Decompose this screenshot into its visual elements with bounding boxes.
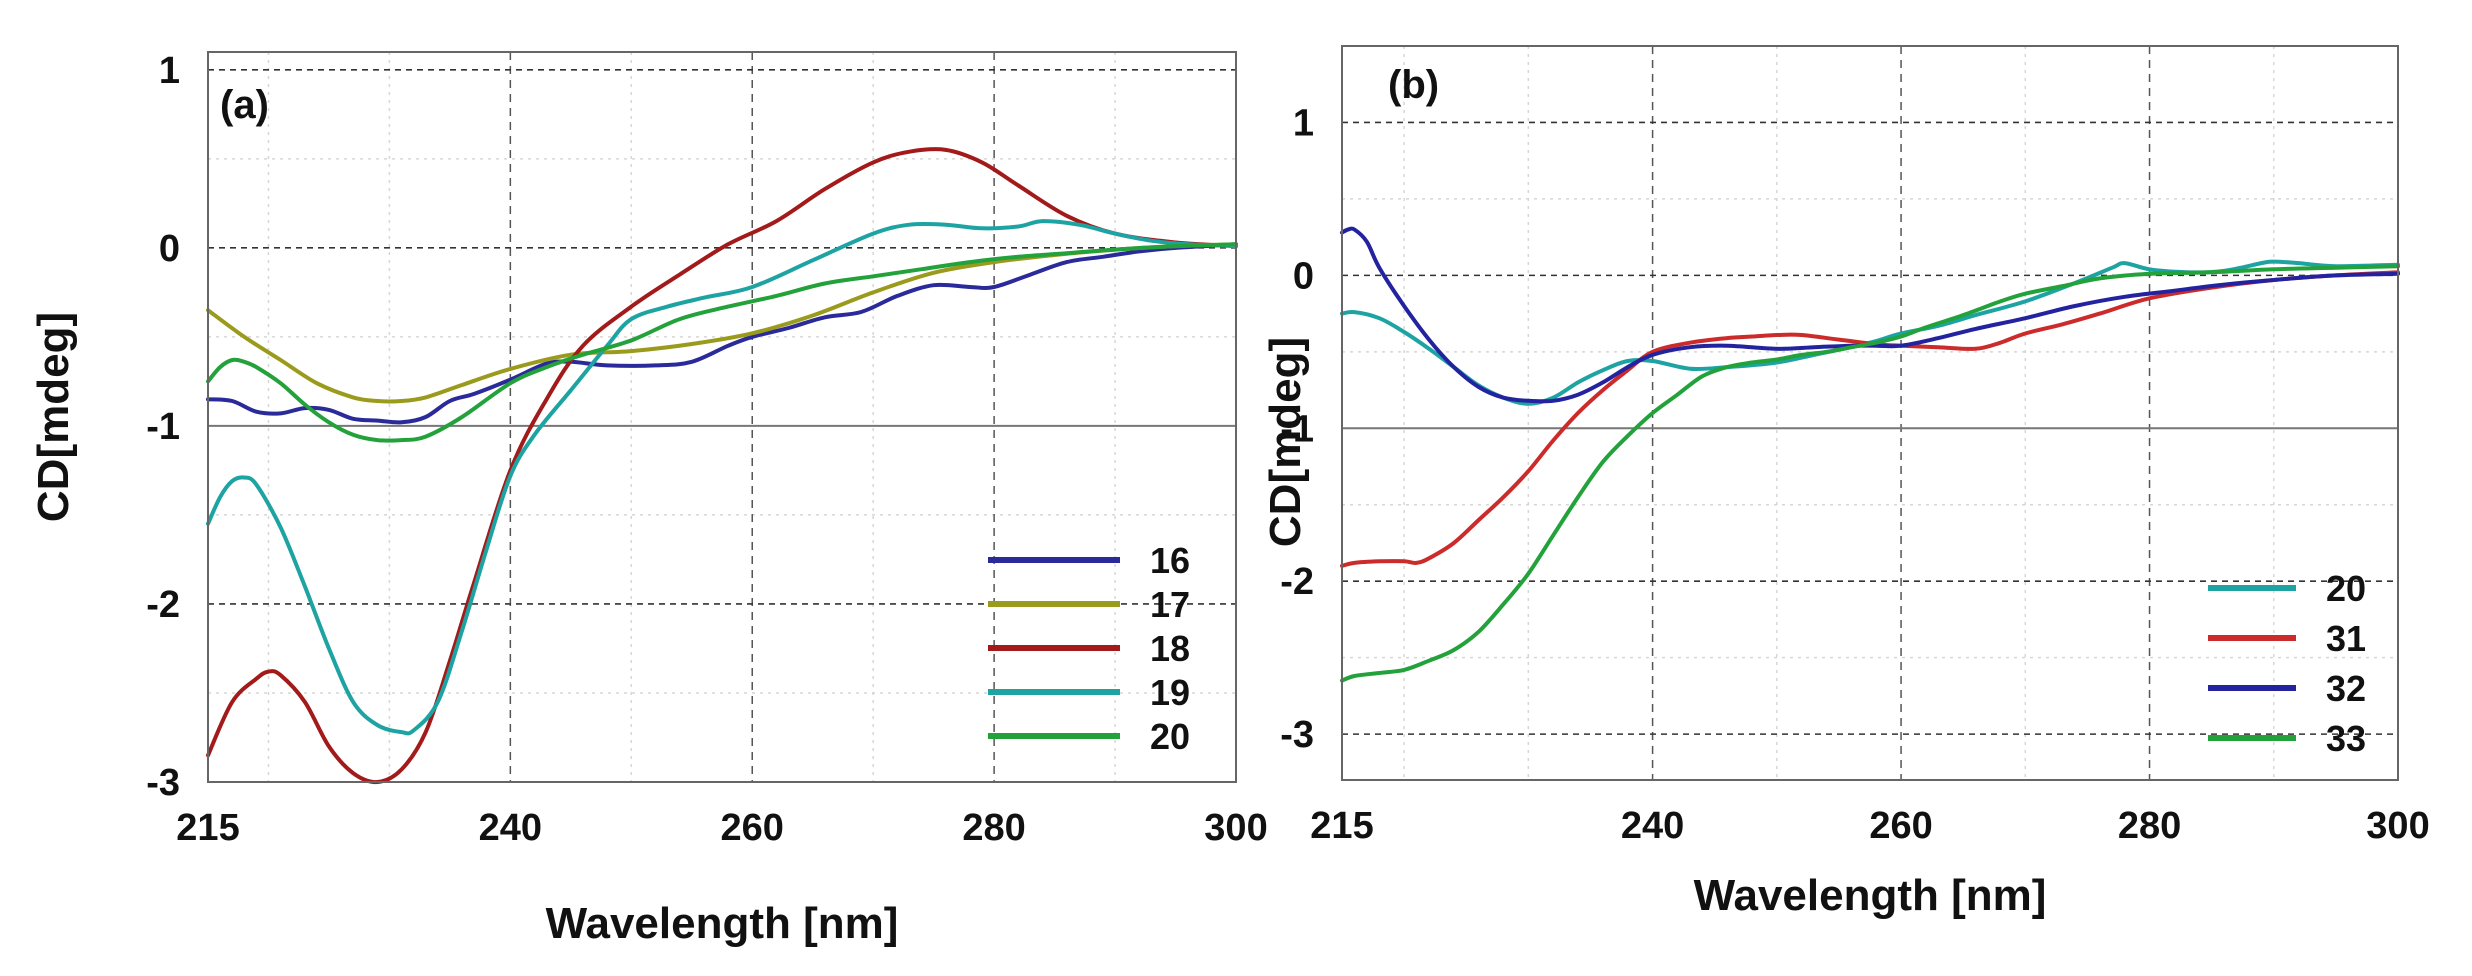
panel-b-series-line-31 <box>1340 270 2400 568</box>
panel-b-x-tick-label: 300 <box>2366 805 2429 847</box>
panel-a-x-ticks: 215 240 260 280 300 <box>176 807 1267 849</box>
panel-b-y-tick-label: -2 <box>1280 561 1314 603</box>
panel-a-grid <box>208 52 1236 782</box>
panel-b-series-line-33 <box>1340 264 2400 683</box>
panel-b-series <box>1340 226 2400 683</box>
panel-b-legend-label-20: 20 <box>2326 568 2366 609</box>
panel-a-series-line-18 <box>206 147 1238 785</box>
panel-b-x-tick-label: 280 <box>2118 805 2181 847</box>
panel-a-y-tick-label: -2 <box>146 584 180 626</box>
panel-a-y-tick-label: 0 <box>159 228 180 270</box>
panel-a-plot-area <box>208 52 1236 782</box>
panel-a-series-line-19 <box>206 219 1238 736</box>
panel-a-y-tick-label: 1 <box>159 50 180 92</box>
panel-a-plot-border <box>207 51 1237 783</box>
panel-a-chart: 215 240 260 280 300 1 0 -1 -2 -3 (a) Wavelength … <box>29 50 1268 948</box>
panel-a-legend-label-16: 16 <box>1150 540 1190 581</box>
panel-b-x-tick-label: 260 <box>1869 805 1932 847</box>
panel-b-x-tick-label: 215 <box>1310 805 1373 847</box>
panel-b-legend-label-33: 33 <box>2326 718 2366 759</box>
panel-a-series-line-20 <box>206 242 1238 443</box>
panel-a-y-tick-label: -1 <box>146 406 180 448</box>
panel-b-x-ticks: 215 240 260 280 300 <box>1310 805 2429 847</box>
panel-a-x-tick-label: 280 <box>962 807 1025 849</box>
panel-a-legend-label-20: 20 <box>1150 716 1190 757</box>
panel-b-plot-border <box>1341 45 2399 781</box>
panel-a-x-axis-title: Wavelength [nm] <box>546 899 899 948</box>
panel-b-legend-label-32: 32 <box>2326 668 2366 709</box>
panel-b-y-tick-label: -3 <box>1280 714 1314 756</box>
panel-b-y-tick-label: -1 <box>1280 408 1314 450</box>
panel-a-legend-label-19: 19 <box>1150 672 1190 713</box>
panel-b-plot-area <box>1342 46 2398 780</box>
panel-a-x-tick-label: 260 <box>721 807 784 849</box>
panel-a-legend-label-18: 18 <box>1150 628 1190 669</box>
panel-b-series-line-32 <box>1340 226 2400 404</box>
panel-b-legend: 20 31 32 33 <box>2208 568 2366 759</box>
panel-a-y-tick-label: -3 <box>146 762 180 804</box>
panel-a-legend-label-17: 17 <box>1150 584 1190 625</box>
panel-a-series <box>206 147 1238 785</box>
panel-a-y-ticks: 1 0 -1 -2 -3 <box>146 50 180 804</box>
panel-b-y-ticks: 1 0 -1 -2 -3 <box>1280 102 1314 756</box>
panel-a-series-line-16 <box>206 242 1238 425</box>
panel-a-label: (a) <box>220 83 269 127</box>
panel-a-x-tick-label: 240 <box>479 807 542 849</box>
panel-b-chart: 215 240 260 280 300 1 0 -1 -2 -3 (b) Wavelength … <box>1261 45 2430 920</box>
panel-b-y-tick-label: 0 <box>1293 255 1314 297</box>
panel-a-x-tick-label: 215 <box>176 807 239 849</box>
panel-b-y-tick-label: 1 <box>1293 102 1314 144</box>
panel-b-x-tick-label: 240 <box>1621 805 1684 847</box>
panel-b-y-axis-title: CD[mdeg] <box>1261 337 1310 547</box>
panel-a-x-tick-label: 300 <box>1204 807 1267 849</box>
panel-a-y-axis-title: CD[mdeg] <box>29 312 78 522</box>
panel-b-legend-label-31: 31 <box>2326 618 2366 659</box>
panel-b-label: (b) <box>1388 63 1439 107</box>
panel-b-x-axis-title: Wavelength [nm] <box>1694 871 2047 920</box>
